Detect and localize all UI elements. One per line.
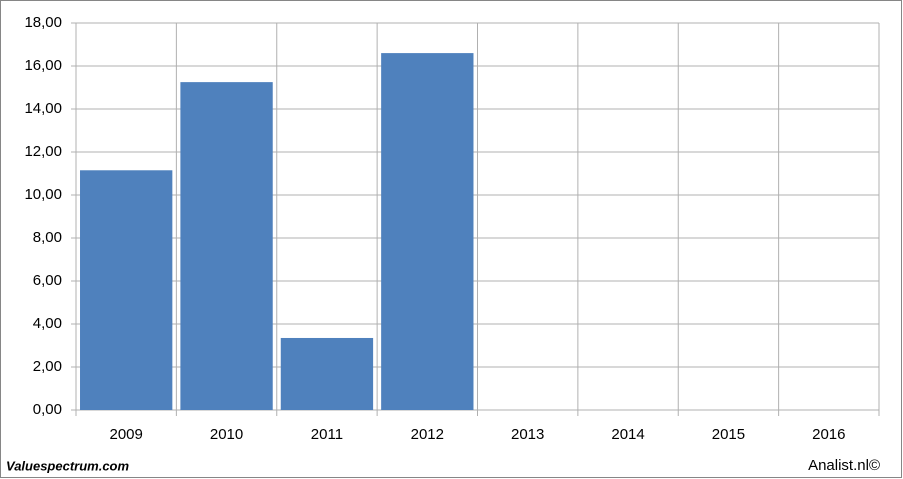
y-tick-label: 6,00 [33,272,62,289]
bar [280,337,374,410]
x-tick-label: 2015 [712,426,745,443]
bar [180,82,273,410]
y-tick-label: 0,00 [33,401,62,418]
y-tick-label: 8,00 [33,229,62,246]
y-tick-label: 18,00 [24,14,62,31]
y-tick-label: 2,00 [33,358,62,375]
y-tick-label: 16,00 [24,57,62,74]
x-tick-label: 2013 [511,426,544,443]
x-tick-label: 2010 [210,426,243,443]
x-tick-label: 2012 [411,426,444,443]
y-tick-label: 12,00 [24,143,62,160]
bar [381,53,474,410]
y-tick-label: 14,00 [24,100,62,117]
footer-left: Valuespectrum.com [6,458,130,473]
footer-right: Analist.nl© [808,457,880,474]
y-tick-label: 10,00 [24,186,62,203]
bar [80,170,173,410]
x-tick-label: 2009 [110,426,143,443]
y-tick-label: 4,00 [33,315,62,332]
x-tick-label: 2016 [812,426,845,443]
x-tick-label: 2011 [311,426,343,443]
x-tick-label: 2014 [611,426,644,443]
